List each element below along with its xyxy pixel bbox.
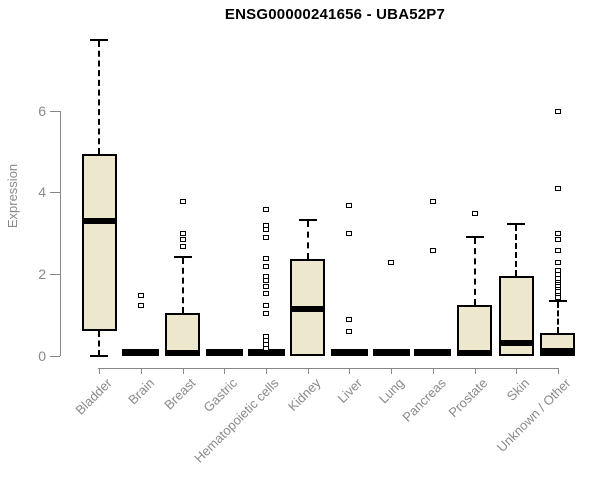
upper-whisker-bladder — [98, 41, 101, 154]
outlier-point-breast — [179, 198, 186, 204]
outlier-point-pancreas — [429, 247, 436, 253]
y-axis-tick — [50, 192, 60, 194]
y-tick-label: 4 — [38, 184, 46, 201]
x-axis-label-unknown-other: Unknown / Other — [494, 375, 574, 455]
x-axis-tick — [224, 368, 226, 374]
box-lung — [372, 349, 410, 356]
x-axis-label-brain: Brain — [124, 375, 157, 408]
outlier-point-brain — [137, 302, 144, 308]
x-axis-label-hematopoietic-cells: Hematopoietic cells — [191, 375, 282, 466]
outlier-point-hematopoietic-cells — [263, 302, 269, 308]
lower-whisker-bladder — [98, 331, 101, 356]
x-axis-tick — [432, 368, 434, 374]
chart-title: ENSG00000241656 - UBA52P7 — [224, 6, 446, 23]
box-prostate — [457, 304, 492, 356]
y-axis-line — [60, 110, 61, 356]
x-axis-label-kidney: Kidney — [284, 375, 324, 415]
median-kidney — [292, 305, 324, 312]
upper-whisker-breast — [181, 257, 184, 314]
x-axis-tick — [307, 368, 309, 374]
upper-whisker-cap-skin — [507, 223, 526, 226]
y-tick-label: 6 — [38, 102, 46, 119]
outlier-point-liver — [346, 317, 353, 323]
box-brain — [122, 349, 160, 356]
lower-whisker-cap-bladder — [90, 355, 109, 357]
outlier-point-unknown-other — [554, 109, 561, 115]
outlier-point-hematopoietic-cells — [263, 290, 269, 296]
x-axis-label-liver: Liver — [334, 375, 366, 406]
upper-whisker-skin — [515, 225, 518, 276]
median-prostate — [459, 350, 490, 356]
x-axis-tick — [391, 368, 393, 374]
x-axis-tick — [140, 368, 142, 374]
outlier-point-lung — [388, 259, 395, 265]
outlier-point-prostate — [471, 210, 478, 216]
x-axis-tick — [557, 368, 559, 374]
outlier-point-unknown-other — [554, 186, 561, 192]
outlier-point-unknown-other — [554, 237, 561, 243]
x-axis-tick — [99, 368, 101, 374]
upper-whisker-prostate — [473, 238, 476, 305]
y-tick-label: 2 — [38, 266, 46, 283]
outlier-point-pancreas — [429, 198, 436, 204]
upper-whisker-cap-unknown-other — [548, 300, 567, 302]
outlier-point-hematopoietic-cells — [263, 311, 269, 317]
outlier-point-breast — [179, 243, 186, 249]
y-axis-tick — [50, 110, 60, 112]
outlier-point-breast — [179, 231, 186, 237]
box-bladder — [81, 153, 117, 332]
median-unknown-other — [542, 348, 574, 355]
outlier-point-hematopoietic-cells — [263, 345, 269, 351]
outlier-point-hematopoietic-cells — [263, 264, 269, 270]
x-axis-line — [97, 368, 560, 369]
x-axis-tick — [516, 368, 518, 374]
upper-whisker-cap-breast — [173, 255, 192, 258]
x-axis-label-pancreas: Pancreas — [399, 375, 449, 425]
x-axis-label-bladder: Bladder — [72, 375, 116, 418]
outlier-point-liver — [346, 329, 353, 335]
x-axis-tick — [182, 368, 184, 374]
median-breast — [167, 349, 199, 356]
upper-whisker-kidney — [306, 221, 309, 260]
box-hematopoietic-cells — [247, 349, 285, 356]
x-axis-label-prostate: Prostate — [445, 375, 491, 421]
x-axis-tick — [266, 368, 267, 374]
outlier-point-hematopoietic-cells — [263, 235, 269, 241]
x-axis-label-lung: Lung — [375, 375, 408, 407]
upper-whisker-cap-kidney — [298, 219, 317, 222]
outlier-point-liver — [346, 202, 353, 208]
box-liver — [330, 349, 368, 356]
y-axis-tick — [50, 356, 60, 357]
outlier-point-liver — [346, 231, 353, 237]
upper-whisker-unknown-other — [556, 302, 559, 334]
x-axis-label-skin: Skin — [503, 375, 533, 404]
outlier-point-unknown-other — [554, 294, 561, 300]
outlier-point-hematopoietic-cells — [263, 278, 269, 284]
outlier-point-breast — [179, 237, 186, 243]
y-tick-label: 0 — [38, 348, 46, 364]
outlier-point-hematopoietic-cells — [263, 284, 269, 290]
outlier-point-unknown-other — [554, 231, 561, 237]
outlier-point-unknown-other — [554, 247, 561, 253]
upper-whisker-cap-prostate — [465, 236, 484, 239]
x-axis-tick — [349, 368, 351, 374]
box-pancreas — [414, 349, 452, 356]
x-axis-tick — [474, 368, 476, 374]
outlier-point-unknown-other — [554, 259, 561, 265]
outlier-point-hematopoietic-cells — [263, 255, 269, 261]
median-bladder — [83, 218, 115, 225]
box-breast — [165, 313, 201, 356]
outlier-point-brain — [137, 292, 144, 298]
upper-whisker-cap-bladder — [90, 39, 109, 42]
x-axis-label-gastric: Gastric — [200, 375, 241, 416]
y-axis-tick — [50, 274, 60, 276]
x-axis-label-breast: Breast — [161, 375, 199, 413]
outlier-point-hematopoietic-cells — [263, 227, 269, 233]
box-gastric — [205, 349, 243, 356]
outlier-point-hematopoietic-cells — [263, 206, 269, 212]
median-skin — [500, 339, 532, 346]
